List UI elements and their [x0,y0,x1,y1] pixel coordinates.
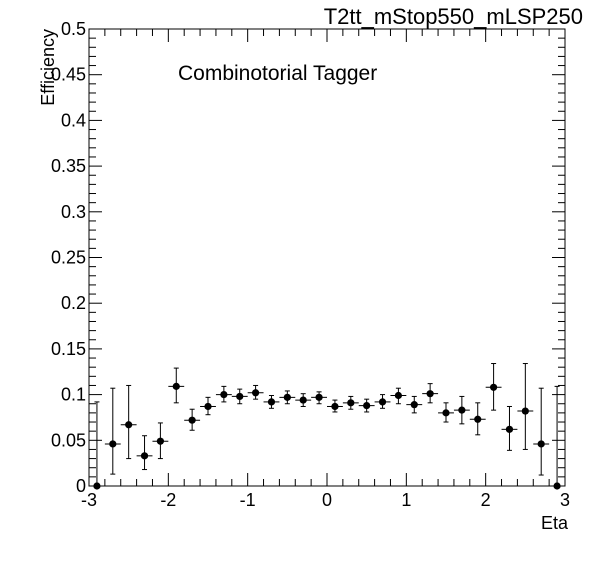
data-point [521,407,529,415]
x-tick-label: -2 [160,490,176,510]
y-axis-label: Efficiency [38,29,58,106]
axis-tick-labels: -3 -2 -1 0 1 2 3 0 0.05 0.1 0.15 0.2 0.25 0.3 0.35 0.4 0… [51,19,570,510]
data-point [156,437,164,445]
y-tick-label: 0.45 [51,65,86,85]
data-point [474,415,482,423]
tagger-annotation: Combinotorial Tagger [178,62,377,85]
y-tick-label: 0.25 [51,248,86,268]
data-markers [93,382,561,490]
data-point [188,416,196,424]
chart-title: T2tt_mStop550_mLSP250 [324,4,583,29]
data-point [93,482,101,490]
data-point [299,396,307,404]
y-tick-label: 0.3 [61,202,86,222]
x-tick-label: 3 [560,490,570,510]
data-point [125,421,133,429]
data-point [204,402,212,411]
y-tick-label: 0.35 [51,156,86,176]
y-tick-label: 0 [76,476,86,496]
y-tick-label: 0.4 [61,110,86,130]
data-point [109,440,117,448]
data-point [252,389,260,397]
x-axis-label: Eta [541,513,569,533]
data-point [267,398,276,406]
data-point [378,398,387,406]
data-point [331,402,339,411]
y-tick-label: 0.2 [61,293,86,313]
x-tick-label: 2 [481,490,491,510]
data-point [426,390,434,398]
data-point [442,409,450,417]
axis-ticks [88,28,566,487]
y-tick-label: 0.5 [61,19,86,39]
x-tick-label: 0 [322,490,332,510]
y-tick-label: 0.1 [61,385,86,405]
data-point [363,401,371,410]
data-point [236,392,244,401]
data-point [172,382,180,390]
data-point [394,391,402,400]
data-point [410,401,418,409]
data-point [553,482,561,490]
data-point [220,391,228,399]
y-tick-label: 0.05 [51,430,86,450]
data-point [458,406,466,414]
data-point [505,425,514,433]
x-tick-label: 1 [401,490,411,510]
data-point [537,440,545,448]
x-tick-label: -1 [240,490,256,510]
data-point [140,452,149,460]
data-point [315,393,323,401]
data-point [283,393,291,401]
x-tick-label: -3 [81,490,97,510]
data-point [490,383,498,391]
data-point [347,399,355,407]
y-tick-label: 0.15 [51,339,86,359]
